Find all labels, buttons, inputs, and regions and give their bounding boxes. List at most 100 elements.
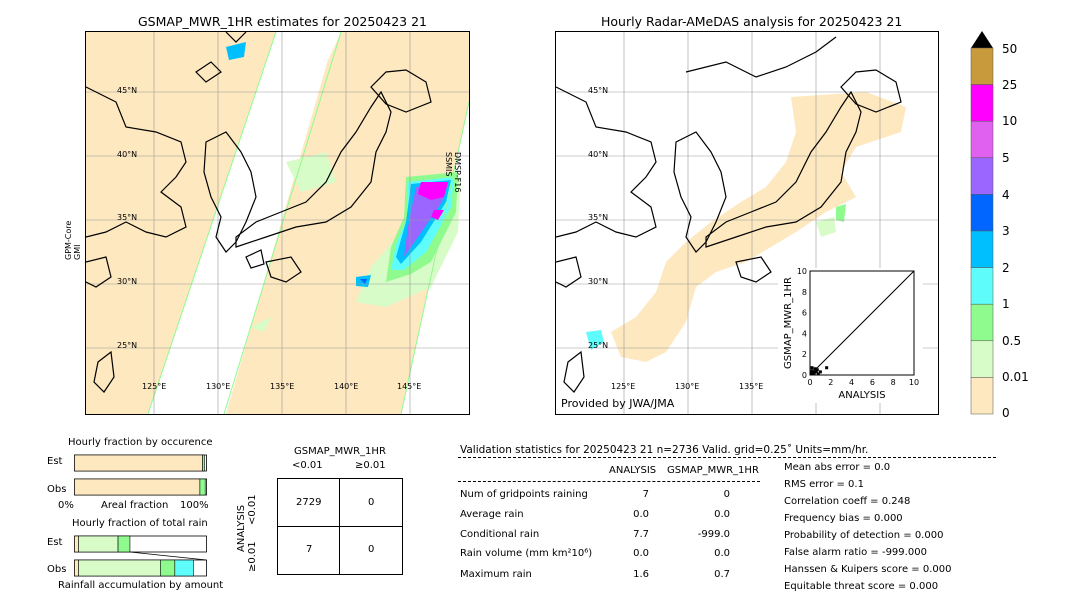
validation-row-gsmap: 0.7 [714, 569, 730, 580]
scatter-ytick: 8 [802, 288, 807, 297]
right-lat-label: 35°N [588, 213, 609, 222]
bar-segment [117, 535, 131, 553]
right-lon-label: 135°E [739, 382, 764, 391]
scatter-ytick: 4 [802, 329, 807, 338]
contingency-col-lt: <0.01 [292, 460, 323, 471]
bar-segment-nonrain [74, 454, 203, 472]
left-lon-label: 135°E [270, 382, 295, 391]
validation-row-analysis: 7.7 [633, 529, 649, 540]
validation-row-label: Num of gridpoints raining [460, 489, 588, 500]
bar-segment-nonrain [74, 478, 201, 496]
scatter-point [813, 367, 817, 371]
data-credit: Provided by JWA/JMA [561, 397, 675, 410]
scatter-point [809, 372, 813, 376]
contingency-cell: 0 [368, 544, 375, 555]
validation-row-gsmap: 0 [723, 489, 730, 500]
scatter-ylabel: GSMAP_MWR_1HR [783, 277, 794, 369]
occurence-xlabel-left: 0% [58, 500, 74, 511]
scatter-xlabel: ANALYSIS [838, 390, 885, 401]
left-map-canvas [86, 32, 469, 414]
colorbar-cell [970, 303, 994, 342]
scatter-point [810, 366, 814, 370]
contingency-cell: 2729 [296, 497, 322, 508]
scatter-diagonal [809, 270, 915, 376]
scatter-xtick: 8 [891, 378, 896, 387]
validation-row-analysis: 1.6 [633, 569, 649, 580]
validation-col-gsmap: GSMAP_MWR_1HR [667, 465, 759, 476]
scatter-point [825, 366, 829, 370]
scatter-xtick: 6 [870, 378, 875, 387]
colorbar-cell [970, 84, 994, 122]
validation-row-gsmap: -999.0 [697, 529, 730, 540]
colorbar-label: 25 [1002, 78, 1018, 92]
colorbar-label: 0 [1002, 406, 1010, 420]
colorbar-label: 0.01 [1002, 370, 1029, 384]
scatter-point [818, 370, 822, 374]
scatter-point [816, 372, 820, 376]
left-lat-label: 40°N [117, 150, 138, 159]
contingency-table: 2729 0 7 0 [277, 478, 403, 575]
validation-row-label: Rain volume (mm km²10⁶) [460, 548, 593, 559]
bar-segment-rain [202, 454, 205, 472]
validation-row-label: Average rain [460, 509, 524, 520]
scatter-xtick: 2 [828, 378, 833, 387]
validation-row-label: Conditional rain [460, 529, 540, 540]
score-line: Equitable threat score = 0.000 [784, 581, 939, 592]
total-rain-est-label: Est [47, 537, 63, 548]
sensor-right-label: DMSP-F16 SSMIS [444, 152, 462, 193]
scatter-point [811, 372, 815, 376]
colorbar-label: 1 [1002, 297, 1010, 311]
bar-segment-rain [199, 478, 206, 496]
colorbar-cell [970, 194, 994, 232]
right-lat-label: 45°N [588, 86, 609, 95]
colorbar-label: 4 [1002, 188, 1010, 202]
left-lat-label: 25°N [117, 341, 138, 350]
bar-segment [78, 559, 161, 577]
contingency-row-lt: <0.01 [247, 494, 258, 525]
right-map-title: Hourly Radar-AMeDAS analysis for 2025042… [601, 14, 903, 29]
left-map-title: GSMAP_MWR_1HR estimates for 20250423 21 [138, 14, 427, 29]
sensor-left-label: GPM-Core GMI [64, 220, 82, 260]
scatter-xtick: 0 [807, 378, 812, 387]
validation-col-analysis: ANALYSIS [609, 465, 657, 476]
scatter-ytick: 0 [802, 371, 807, 380]
total-rain-chart [74, 535, 207, 577]
occurence-title: Hourly fraction by occurence [68, 437, 213, 448]
score-line: Hanssen & Kuipers score = 0.000 [784, 564, 952, 575]
colorbar-label: 2 [1002, 261, 1010, 275]
left-lat-label: 35°N [117, 213, 138, 222]
contingency-row-axis: ANALYSIS [236, 504, 247, 552]
bar-connector [129, 551, 207, 561]
left-lon-label: 130°E [206, 382, 231, 391]
validation-row-analysis: 0.0 [633, 548, 649, 559]
bar-segment [78, 535, 119, 553]
occurence-chart [74, 454, 207, 496]
validation-divider [458, 481, 760, 482]
right-lat-label: 30°N [588, 277, 609, 286]
left-lon-label: 125°E [142, 382, 167, 391]
scatter-ytick: 6 [802, 309, 807, 318]
scatter-inset: 0 2 4 6 8 10 0 2 4 6 8 10 ANALYSIS GSMAP_MWR_1HR [778, 267, 923, 403]
score-line: RMS error = 0.1 [784, 479, 864, 490]
bar-segment [160, 559, 176, 577]
scatter-xtick: 4 [849, 378, 854, 387]
scatter-ytick: 2 [802, 350, 807, 359]
contingency-row-ge: ≥0.01 [247, 541, 258, 572]
occurence-obs-label: Obs [47, 484, 67, 495]
contingency-cell: 0 [368, 497, 375, 508]
left-lon-label: 145°E [397, 382, 422, 391]
colorbar-label: 10 [1002, 114, 1018, 128]
bar-segment [74, 535, 79, 553]
colorbar [966, 28, 996, 416]
contingency-title: GSMAP_MWR_1HR [294, 446, 386, 457]
colorbar-canvas [970, 31, 994, 415]
validation-divider-top [458, 457, 996, 458]
scatter-point [815, 368, 819, 372]
right-lon-label: 130°E [675, 382, 700, 391]
left-lat-label: 30°N [117, 277, 138, 286]
validation-row-gsmap: 0.0 [714, 509, 730, 520]
total-rain-obs-label: Obs [47, 564, 67, 575]
right-lat-label: 25°N [588, 341, 609, 350]
scatter-xtick: 10 [909, 378, 919, 387]
total-rain-title: Hourly fraction of total rain [72, 518, 208, 529]
